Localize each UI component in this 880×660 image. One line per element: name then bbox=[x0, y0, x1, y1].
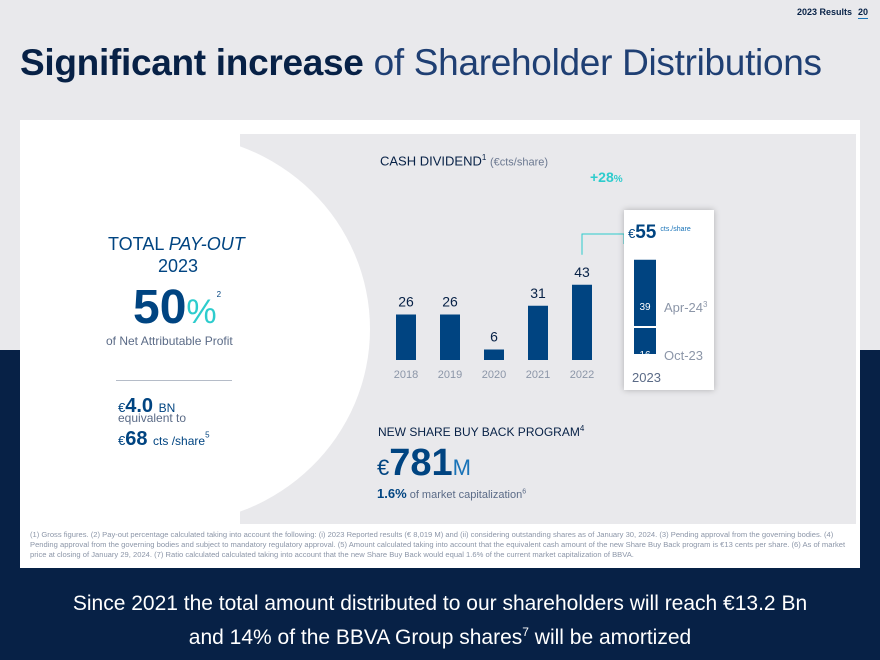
buyback-market-cap: 1.6% of market capitalization6 bbox=[377, 486, 527, 501]
bar-value-2022: 43 bbox=[574, 264, 590, 280]
divider bbox=[116, 380, 232, 381]
bar-2019 bbox=[440, 314, 460, 360]
bar-2020 bbox=[484, 349, 504, 360]
bar-2018 bbox=[396, 314, 416, 360]
payout-per-share: €68 cts /share5 bbox=[118, 428, 210, 450]
bar-value-2019: 26 bbox=[442, 294, 458, 310]
cash-dividend-title: CASH DIVIDEND1 (€cts/share) bbox=[380, 153, 549, 169]
stack-year: 2023 bbox=[632, 370, 661, 385]
stack-value-Oct-23: 16 bbox=[639, 350, 651, 361]
buyback-amount: €781M bbox=[377, 442, 471, 484]
bar-2022 bbox=[572, 284, 592, 360]
stack-label-Oct-23: Oct-23 bbox=[664, 348, 703, 363]
bar-value-2018: 26 bbox=[398, 294, 414, 310]
page-title: Significant increase of Shareholder Dist… bbox=[20, 42, 822, 84]
content-card: TOTAL PAY-OUT 2023 50%2 of Net Attributa… bbox=[20, 120, 860, 568]
bar-category-2019: 2019 bbox=[438, 369, 462, 381]
payout-amount: €4.0 BN bbox=[118, 395, 176, 417]
bar-value-2021: 31 bbox=[530, 285, 546, 301]
total-payout-subtitle: of Net Attributable Profit bbox=[106, 334, 233, 348]
total-payout-title: TOTAL PAY-OUT bbox=[108, 234, 245, 254]
tagline-line2: and 14% of the BBVA Group shares7 will b… bbox=[188, 625, 692, 649]
stack-label-Apr-24: Apr-243 bbox=[664, 300, 708, 315]
growth-label: +28% bbox=[590, 169, 623, 185]
bar-category-2022: 2022 bbox=[570, 369, 594, 381]
stack-segment-Apr-24 bbox=[634, 259, 656, 326]
page-number: 20 bbox=[857, 7, 868, 19]
growth-arrow bbox=[581, 233, 625, 255]
bar-value-2020: 6 bbox=[490, 329, 498, 345]
tagline-line1: Since 2021 the total amount distributed … bbox=[72, 592, 808, 615]
tagline: Since 2021 the total amount distributed … bbox=[0, 590, 880, 652]
dividend-2023-box: 16 Oct-23 39 Apr-243 2023 bbox=[624, 210, 714, 390]
stack-value-Apr-24: 39 bbox=[639, 302, 651, 313]
section-label: 2023 Results bbox=[796, 7, 852, 17]
total-payout-year: 2023 bbox=[158, 256, 199, 276]
bar-category-2018: 2018 bbox=[394, 369, 418, 381]
equivalent-label: equivalent to bbox=[118, 411, 187, 425]
stack-segment-Oct-23 bbox=[634, 328, 656, 354]
page-info: 2023 Results 20 bbox=[796, 7, 868, 19]
bar-2021 bbox=[528, 305, 548, 360]
title-bold: Significant increase bbox=[20, 42, 364, 83]
dividend-2023-total: €55 cts./share bbox=[628, 222, 691, 243]
bar-category-2021: 2021 bbox=[526, 369, 550, 381]
footnotes: (1) Gross figures. (2) Pay-out percentag… bbox=[30, 530, 846, 559]
dividend-2023-stack: 16 Oct-23 39 Apr-243 2023 bbox=[632, 259, 708, 385]
dividend-bar-chart: 26 2018 26 2019 6 2020 31 2021 43 2022 bbox=[394, 233, 625, 381]
buyback-title: NEW SHARE BUY BACK PROGRAM4 bbox=[378, 424, 585, 439]
title-rest: of Shareholder Distributions bbox=[373, 42, 822, 83]
total-payout-value: 50%2 bbox=[133, 281, 222, 334]
bar-category-2020: 2020 bbox=[482, 369, 506, 381]
